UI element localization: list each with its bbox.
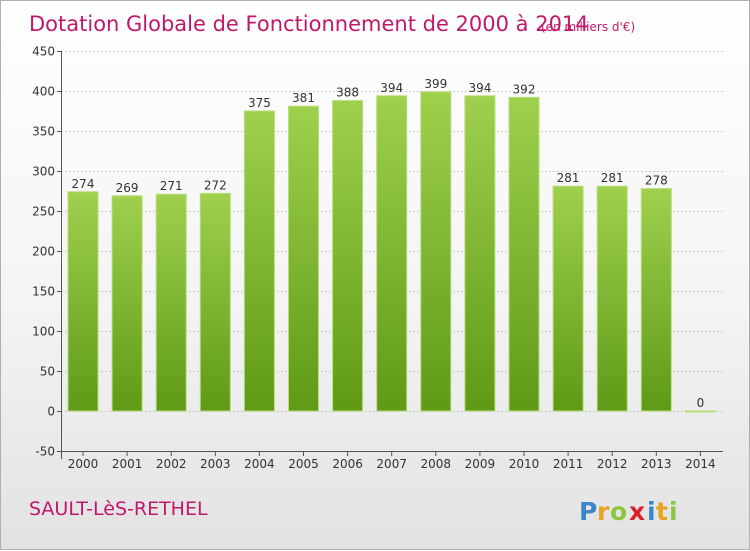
x-tick-label-2014: 2014 — [685, 457, 716, 471]
bar-2003 — [199, 192, 231, 412]
data-label-2007: 394 — [380, 81, 403, 95]
bar-2009 — [464, 95, 496, 412]
chart-title: Dotation Globale de Fonctionnement de 20… — [29, 12, 589, 36]
axes — [57, 51, 723, 459]
bar-2000 — [67, 191, 99, 412]
data-labels: 274 269 271 272 375 381 388 394 399 394 392 281 281 2… — [72, 77, 705, 410]
data-label-2008: 399 — [424, 77, 447, 91]
y-ticks: 450 400 350 300 250 200 150 100 50 0 -50 — [32, 45, 61, 459]
data-label-2012: 281 — [601, 171, 624, 185]
x-ticks: 2000 2001 2002 2003 2004 2005 2006 2007 2008 2009… — [68, 452, 716, 471]
y-tick-label: 0 — [47, 405, 55, 419]
y-tick-label: -50 — [35, 445, 55, 459]
x-tick-label-2013: 2013 — [641, 457, 672, 471]
x-tick-label-2012: 2012 — [597, 457, 628, 471]
y-tick-label: 100 — [32, 325, 55, 339]
commune-name: SAULT-LèS-RETHEL — [29, 498, 208, 520]
y-tick-label: 450 — [32, 45, 55, 59]
svg-text:i: i — [669, 497, 678, 526]
x-tick-label-2006: 2006 — [332, 457, 363, 471]
y-tick-label: 400 — [32, 85, 55, 99]
y-tick-label: 200 — [32, 245, 55, 259]
bar-2007 — [376, 95, 408, 412]
data-label-2002: 271 — [160, 179, 183, 193]
data-label-2004: 375 — [248, 96, 271, 110]
x-tick-label-2009: 2009 — [465, 457, 496, 471]
data-label-2005: 381 — [292, 91, 315, 105]
svg-text:i: i — [647, 497, 656, 526]
y-tick-label: 250 — [32, 205, 55, 219]
bar-2001 — [111, 195, 143, 412]
data-label-2013: 278 — [645, 174, 668, 188]
x-tick-label-2007: 2007 — [376, 457, 407, 471]
data-label-2009: 394 — [468, 81, 491, 95]
svg-text:t: t — [656, 497, 668, 526]
bars — [67, 91, 716, 413]
y-tick-label: 350 — [32, 125, 55, 139]
data-label-2014: 0 — [697, 396, 705, 410]
data-label-2003: 272 — [204, 178, 227, 192]
y-tick-label: 150 — [32, 285, 55, 299]
bar-2012 — [596, 185, 628, 412]
y-tick-label: 50 — [40, 365, 55, 379]
bar-2006 — [332, 100, 364, 412]
x-tick-label-2008: 2008 — [421, 457, 452, 471]
x-tick-label-2002: 2002 — [156, 457, 187, 471]
data-label-2001: 269 — [116, 181, 139, 195]
x-tick-label-2005: 2005 — [288, 457, 319, 471]
data-label-2010: 392 — [513, 82, 536, 96]
svg-text:r: r — [597, 497, 610, 526]
x-tick-label-2000: 2000 — [68, 457, 99, 471]
x-tick-label-2011: 2011 — [553, 457, 584, 471]
x-tick-label-2004: 2004 — [244, 457, 275, 471]
proxiti-logo: P r o x i t i — [579, 497, 678, 526]
x-tick-label-2010: 2010 — [509, 457, 540, 471]
x-tick-label-2003: 2003 — [200, 457, 231, 471]
bar-2008 — [420, 91, 452, 412]
bar-2004 — [243, 110, 275, 412]
bar-2011 — [552, 185, 584, 412]
svg-text:o: o — [610, 497, 627, 526]
bar-2002 — [155, 193, 187, 412]
y-tick-label: 300 — [32, 165, 55, 179]
bar-2005 — [288, 105, 319, 412]
bar-2014 — [684, 410, 716, 413]
svg-text:P: P — [579, 497, 597, 526]
bar-2010 — [508, 96, 540, 412]
data-label-2006: 388 — [336, 86, 359, 100]
data-label-2011: 281 — [557, 171, 580, 185]
x-tick-label-2001: 2001 — [112, 457, 143, 471]
bar-2013 — [640, 188, 672, 412]
svg-text:x: x — [629, 497, 645, 526]
chart-subtitle: (en milliers d'€) — [541, 20, 635, 34]
data-label-2000: 274 — [72, 177, 95, 191]
